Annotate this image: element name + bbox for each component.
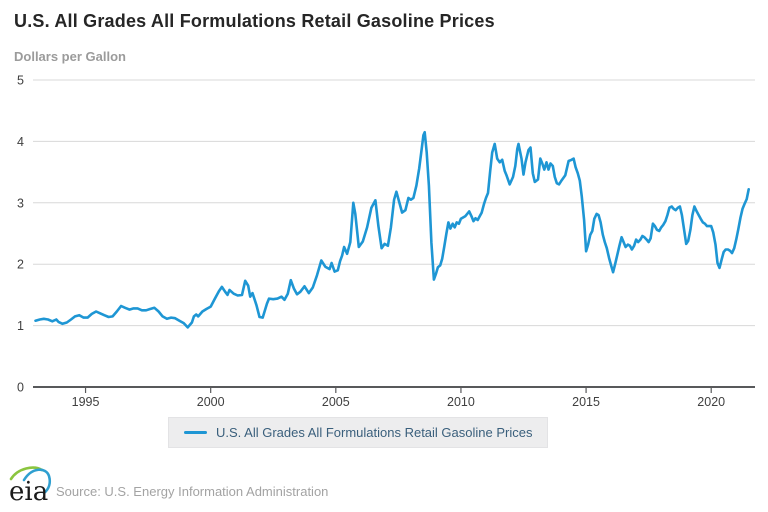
x-tick-label: 2015 [572,395,600,409]
x-tick-label: 2005 [322,395,350,409]
x-tick-label: 2010 [447,395,475,409]
axis-units-label: Dollars per Gallon [14,49,126,64]
source-attribution: Source: U.S. Energy Information Administ… [56,484,329,499]
eia-logo[interactable]: eia [8,462,54,506]
eia-logo-blue-swoosh [22,468,52,495]
y-tick-label: 3 [17,196,24,210]
y-tick-label: 4 [17,135,24,149]
y-tick-label: 0 [17,381,24,395]
price-line [34,130,750,329]
chart-title: U.S. All Grades All Formulations Retail … [14,11,495,31]
y-tick-label: 2 [17,258,24,272]
legend-item[interactable]: U.S. All Grades All Formulations Retail … [168,417,549,448]
y-tick-label: 1 [17,319,24,333]
x-tick-label: 2020 [697,395,725,409]
legend-label: U.S. All Grades All Formulations Retail … [216,425,533,440]
eia-logo-text: eia [9,477,48,506]
legend-line-swatch [184,431,207,434]
x-tick-label: 1995 [72,395,100,409]
y-tick-label: 5 [17,74,24,88]
line-chart: 0 1 2 3 4 5 1995 2000 2005 2010 2015 2020 [17,74,755,409]
x-tick-label: 2000 [197,395,225,409]
